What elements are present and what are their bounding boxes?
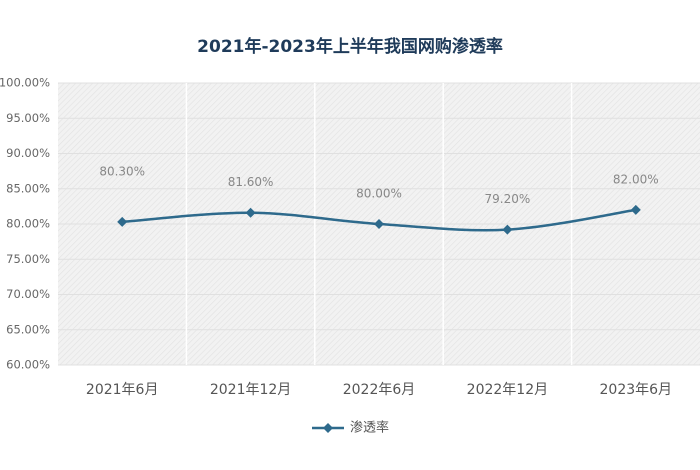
data-label: 81.60% bbox=[228, 175, 274, 189]
y-tick-label: 90.00% bbox=[6, 146, 50, 160]
y-tick-label: 60.00% bbox=[6, 358, 50, 372]
y-tick-label: 85.00% bbox=[6, 181, 50, 195]
x-tick-label: 2021年6月 bbox=[86, 382, 159, 398]
x-tick-label: 2021年12月 bbox=[210, 382, 291, 398]
point bbox=[245, 207, 256, 218]
data-label: 82.00% bbox=[613, 172, 659, 186]
y-tick-label: 65.00% bbox=[6, 322, 50, 336]
data-label: 80.00% bbox=[356, 187, 402, 201]
y-tick-label: 95.00% bbox=[6, 111, 50, 125]
x-tick-label: 2023年6月 bbox=[600, 382, 673, 398]
legend-marker bbox=[323, 423, 333, 433]
y-tick-label: 70.00% bbox=[6, 287, 50, 301]
data-label: 79.20% bbox=[485, 192, 531, 206]
x-tick-label: 2022年12月 bbox=[467, 382, 548, 398]
point bbox=[630, 204, 641, 215]
x-tick-label: 2022年6月 bbox=[343, 382, 416, 398]
point bbox=[374, 219, 384, 229]
y-tick-label: 75.00% bbox=[6, 252, 50, 266]
chart-title: 2021年-2023年上半年我国网购渗透率 bbox=[197, 36, 503, 57]
y-tick-label: 100.00% bbox=[0, 76, 50, 90]
point bbox=[117, 216, 128, 227]
point bbox=[502, 224, 513, 235]
data-label: 80.30% bbox=[99, 164, 145, 178]
y-tick-label: 80.00% bbox=[6, 217, 50, 231]
legend-label: 渗透率 bbox=[350, 420, 389, 436]
